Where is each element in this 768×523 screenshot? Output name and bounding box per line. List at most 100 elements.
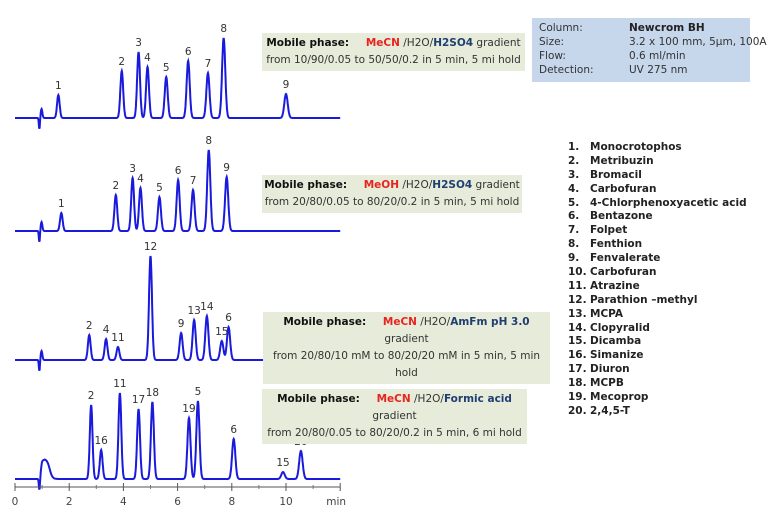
- compound-item: 6. Bentazone: [568, 210, 747, 224]
- compound-item: 14. Clopyralid: [568, 322, 747, 336]
- compound-legend: 1. Monocrotophos 2. Metribuzin 3. Bromacil 4. C…: [568, 141, 747, 419]
- peak-label: 16: [94, 435, 108, 447]
- info-value: UV 275 nm: [629, 64, 688, 76]
- mobile-phase-box-1: Mobile phase: MeCN /H2O/H2SO4 gradient f…: [262, 33, 525, 71]
- x-tick-label: 0: [12, 496, 19, 508]
- mp-gradient: from 10/90/0.05 to 50/50/0.2 in 5 min, 5…: [266, 54, 521, 66]
- compound-item: 3. Bromacil: [568, 169, 747, 183]
- compound-name: Clopyralid: [590, 321, 650, 334]
- mp-water: /H2O/: [416, 316, 451, 328]
- mp-gradient: from 20/80/0.05 to 80/20/0.2 in 5 min, 6…: [267, 427, 522, 439]
- compound-name: Bentazone: [590, 210, 653, 223]
- peak-label: 1: [55, 80, 62, 92]
- trace-line: [15, 37, 341, 129]
- compound-number: 20.: [568, 404, 587, 417]
- peak-label: 8: [220, 23, 227, 35]
- peak-label: 11: [111, 332, 124, 344]
- compound-item: 10. Carbofuran: [568, 266, 747, 280]
- compound-number: 7.: [568, 224, 580, 237]
- mp-suffix: gradient: [473, 37, 521, 49]
- compound-item: 18. MCPB: [568, 377, 747, 391]
- compound-number: 17.: [568, 363, 587, 376]
- mp-organic: MeOH: [363, 179, 400, 191]
- x-axis: 0 2 4 6 8 10 min: [12, 483, 346, 508]
- trace-4: 21611171819561520: [15, 378, 341, 490]
- x-tick-label: 10: [279, 496, 292, 508]
- compound-name: Diuron: [590, 363, 630, 376]
- info-label: Column:: [539, 22, 583, 34]
- compound-number: 18.: [568, 377, 587, 390]
- compound-name: Metribuzin: [590, 154, 654, 167]
- compound-number: 1.: [568, 141, 580, 153]
- x-tick-label: 8: [228, 496, 235, 508]
- mp-label: Mobile phase:: [283, 316, 367, 328]
- column-info-box: Column: Newcrom BH Size: 3.2 x 100 mm, 5µm…: [532, 18, 767, 82]
- mp-water: /H2O/: [399, 179, 433, 191]
- peak-label: 9: [223, 162, 230, 174]
- info-row-column: Column: Newcrom BH: [539, 22, 705, 34]
- compound-name: Fenthion: [590, 238, 643, 251]
- peak-label: 1: [58, 198, 65, 210]
- peak-label: 4: [144, 52, 151, 64]
- compound-item: 15. Dicamba: [568, 335, 747, 349]
- compound-item: 19. Mecoprop: [568, 391, 747, 405]
- compound-number: 3.: [568, 168, 580, 181]
- compound-name: MCPB: [590, 377, 624, 390]
- info-value: 3.2 x 100 mm, 5µm, 100A: [629, 36, 767, 48]
- compound-number: 15.: [568, 335, 587, 348]
- compound-number: 5.: [568, 196, 580, 209]
- mobile-phase-box-2: Mobile phase: MeOH /H2O/H2SO4 gradient f…: [262, 175, 522, 213]
- peak-label: 2: [112, 180, 119, 192]
- peak-label: 6: [185, 46, 192, 58]
- trace-3: 2 411 12 913 14 15 6: [15, 241, 289, 371]
- info-row-size: Size: 3.2 x 100 mm, 5µm, 100A: [539, 36, 767, 48]
- peak-label: 2: [88, 390, 95, 402]
- mp-additive: H2SO4: [433, 37, 474, 49]
- peak-label: 9: [283, 79, 290, 91]
- mp-additive: AmFm pH 3.0: [450, 316, 530, 328]
- compound-name: Parathion –methyl: [590, 293, 698, 306]
- mp-suffix: gradient: [372, 410, 417, 422]
- compound-number: 16.: [568, 349, 587, 362]
- mp-organic: MeCN: [376, 393, 411, 405]
- trace-line: [15, 255, 289, 371]
- mobile-phase-box-4: Mobile phase: MeCN /H2O/Formic acid grad…: [262, 389, 527, 444]
- trace-line: [15, 149, 341, 242]
- compound-number: 13.: [568, 307, 587, 320]
- peak-label: 17: [132, 394, 145, 406]
- compound-item: 17. Diuron: [568, 363, 747, 377]
- peak-label: 6: [225, 312, 232, 324]
- peak-label: 19: [182, 403, 195, 415]
- peak-label: 18: [146, 387, 159, 399]
- mp-label: Mobile phase:: [266, 37, 350, 49]
- compound-name: Simanize: [590, 349, 644, 362]
- peak-label: 6: [175, 165, 182, 177]
- x-tick-label: min: [326, 496, 346, 508]
- compound-number: 11.: [568, 279, 587, 292]
- peak-label: 14: [200, 301, 214, 313]
- compound-number: 14.: [568, 321, 587, 334]
- peak-label: 15: [215, 326, 228, 338]
- peak-label: 2: [86, 320, 93, 332]
- peak-label: 4: [103, 324, 110, 336]
- compound-name: Carbofuran: [590, 182, 657, 195]
- compound-name: Monocrotophos: [590, 141, 682, 153]
- info-value: 0.6 ml/min: [629, 50, 686, 62]
- info-row-detection: Detection: UV 275 nm: [539, 64, 687, 76]
- compound-item: 5. 4-Chlorphenoxyacetic acid: [568, 197, 747, 211]
- compound-item: 7. Folpet: [568, 224, 747, 238]
- mp-gradient: from 20/80/10 mM to 80/20/20 mM in 5 min…: [272, 350, 541, 379]
- peak-label: 5: [163, 62, 170, 74]
- compound-item: 13. MCPA: [568, 308, 747, 322]
- info-row-flow: Flow: 0.6 ml/min: [539, 50, 686, 62]
- x-tick-label: 6: [174, 496, 181, 508]
- compound-name: Carbofuran: [590, 266, 657, 279]
- mp-label: Mobile phase:: [264, 179, 348, 191]
- compound-name: Folpet: [590, 224, 628, 237]
- peak-label: 4: [137, 173, 144, 185]
- compound-name: MCPA: [590, 307, 624, 320]
- compound-number: 12.: [568, 293, 587, 306]
- compound-number: 2.: [568, 154, 580, 167]
- peak-label: 12: [144, 241, 157, 253]
